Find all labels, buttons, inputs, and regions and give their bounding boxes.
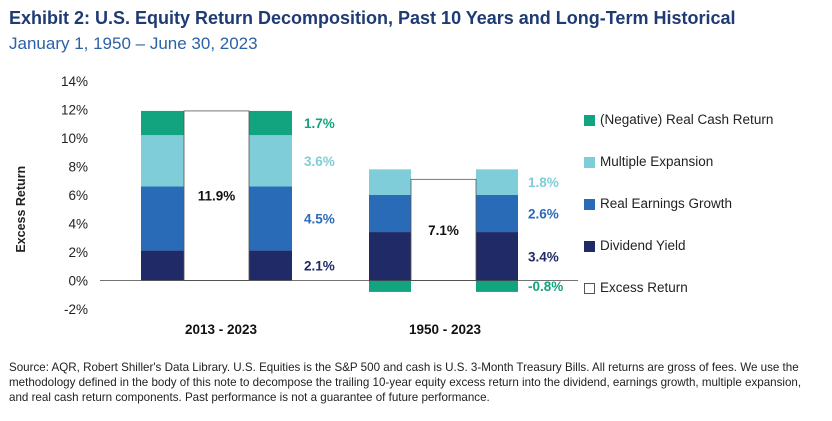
legend-swatch-real-cash-return xyxy=(584,115,595,126)
legend-label-multiple-expansion: Multiple Expansion xyxy=(600,154,714,169)
y-tick-label: 14% xyxy=(61,74,88,89)
legend-label-dividend-yield: Dividend Yield xyxy=(600,238,686,253)
chart-svg: 14% 12% 10% 8% 6% 4% 2% 0% -2% Excess Return 2.1% 4… xyxy=(14,74,578,337)
y-tick-label: 6% xyxy=(68,188,88,203)
legend-label-real-cash-return: (Negative) Real Cash Return xyxy=(600,112,774,127)
bar-segment-real-cash-return-right xyxy=(249,110,292,136)
legend-swatch-dividend-yield xyxy=(584,241,595,252)
bar-segment-real-earnings-growth-left xyxy=(369,195,411,233)
bar-segment-dividend-yield-right xyxy=(249,250,292,281)
source-note: Source: AQR, Robert Shiller's Data Libra… xyxy=(9,361,802,404)
y-tick-label: 10% xyxy=(61,131,88,146)
legend-swatch-excess-return xyxy=(584,283,595,294)
bar-excess-return xyxy=(410,178,477,281)
bar-segment-real-cash-return-left xyxy=(369,280,411,292)
bar-segment-dividend-yield-left xyxy=(141,250,184,281)
data-label-real-earnings-growth: 2.6% xyxy=(528,207,559,222)
y-tick-label: 12% xyxy=(61,103,88,118)
bar-segment-multiple-expansion-right xyxy=(476,169,518,195)
data-label-multiple-expansion: 1.8% xyxy=(528,175,559,190)
data-label-multiple-expansion: 3.6% xyxy=(304,154,335,169)
bar-segment-real-earnings-growth-left xyxy=(141,186,184,251)
data-label-real-cash-return: -0.8% xyxy=(528,279,563,294)
chart-subtitle: January 1, 1950 – June 30, 2023 xyxy=(9,34,258,53)
data-label-excess-return: 7.1% xyxy=(428,223,459,238)
chart-title: Exhibit 2: U.S. Equity Return Decomposit… xyxy=(9,8,736,28)
y-tick-label: 2% xyxy=(68,245,88,260)
data-label-real-cash-return: 1.7% xyxy=(304,116,335,131)
bar-segment-real-cash-return-right xyxy=(476,280,518,292)
data-label-excess-return: 11.9% xyxy=(198,189,236,204)
bar-segment-dividend-yield-left xyxy=(369,232,411,281)
bar-segment-real-cash-return-left xyxy=(141,110,184,136)
bar-segment-dividend-yield-right xyxy=(476,232,518,281)
legend-label-excess-return: Excess Return xyxy=(600,280,688,295)
bar-segment-real-earnings-growth-right xyxy=(476,195,518,233)
x-category-label: 1950 - 2023 xyxy=(409,322,482,337)
y-tick-label: 8% xyxy=(68,160,88,175)
y-tick-label: 4% xyxy=(68,217,88,232)
data-label-real-earnings-growth: 4.5% xyxy=(304,212,335,227)
legend-swatch-real-earnings-growth xyxy=(584,199,595,210)
bar-excess-return xyxy=(183,110,250,281)
y-tick-label: 0% xyxy=(68,274,88,289)
legend-label-real-earnings-growth: Real Earnings Growth xyxy=(600,196,733,211)
data-label-dividend-yield: 2.1% xyxy=(304,259,335,274)
bar-segment-multiple-expansion-right xyxy=(249,135,292,187)
y-tick-label: -2% xyxy=(64,302,88,317)
bar-segment-real-earnings-growth-right xyxy=(249,186,292,251)
data-label-dividend-yield: 3.4% xyxy=(528,249,559,264)
legend-swatch-multiple-expansion xyxy=(584,157,595,168)
y-axis-title: Excess Return xyxy=(14,166,28,253)
bar-segment-multiple-expansion-left xyxy=(141,135,184,187)
bar-segment-multiple-expansion-left xyxy=(369,169,411,195)
x-category-label: 2013 - 2023 xyxy=(185,322,258,337)
